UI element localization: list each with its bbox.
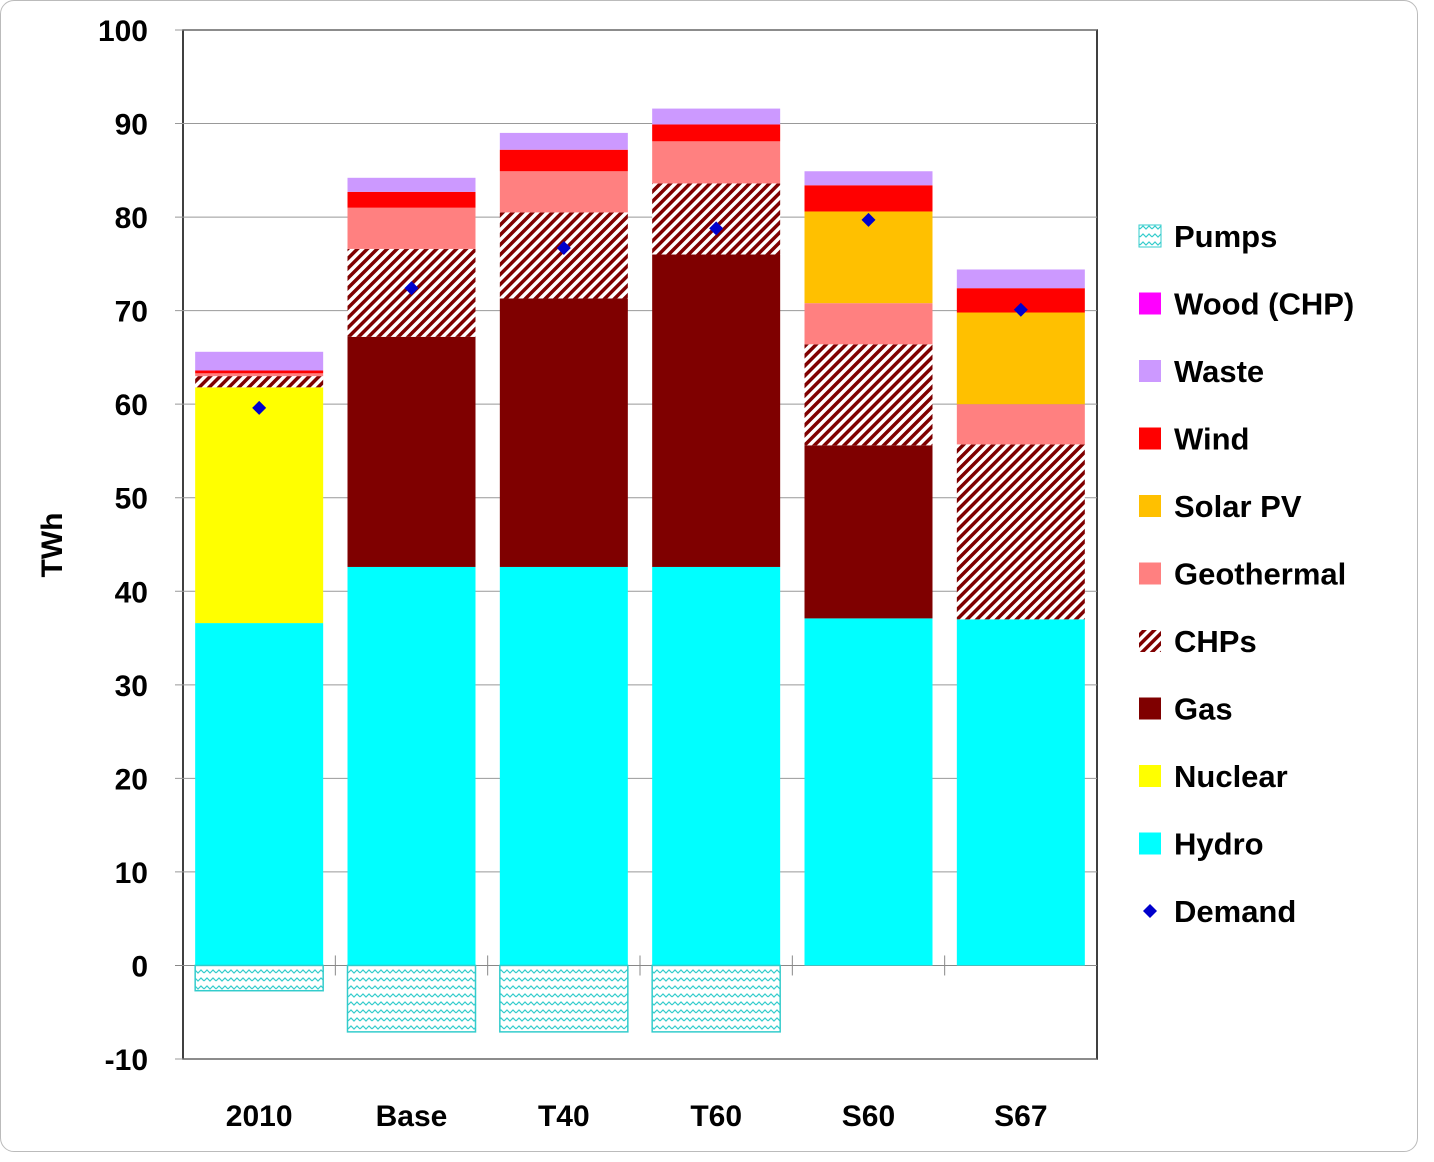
bar-segment-gas-Base	[347, 336, 476, 567]
legend-swatch	[1139, 360, 1161, 382]
bar-segment-geothermal-S67	[956, 404, 1085, 445]
y-tick-label: 20	[115, 763, 148, 796]
bar-segment-pumps-Base	[346, 964, 477, 1033]
bar-segment-geothermal-T40	[499, 171, 628, 213]
legend-item-demand: Demand	[1143, 894, 1296, 929]
bar-segment-waste-S60	[804, 171, 933, 186]
legend-label: Pumps	[1174, 219, 1277, 254]
legend-label: Wind	[1174, 422, 1249, 457]
legend-label: Gas	[1174, 692, 1233, 727]
legend-swatch	[1139, 765, 1161, 787]
y-tick-label: 40	[115, 576, 148, 609]
legend-label: Geothermal	[1174, 557, 1346, 592]
bar-segment-waste-Base	[347, 177, 476, 192]
bar-segment-pumps-T60	[651, 964, 781, 1033]
bar-segment-geothermal-T60	[652, 141, 781, 184]
legend-label: CHPs	[1174, 624, 1257, 659]
legend-swatch	[1138, 224, 1162, 248]
bar-segment-gas-S60	[804, 445, 933, 619]
y-tick-label: 0	[131, 950, 148, 983]
legend-item-gas: Gas	[1139, 692, 1233, 727]
legend-label: Hydro	[1174, 827, 1264, 862]
y-axis-label: TWh	[36, 513, 69, 578]
bar-segment-solar-pv-S67	[956, 312, 1085, 405]
y-tick-label: 90	[115, 109, 148, 142]
bar-segment-geothermal-S60	[804, 303, 933, 345]
legend-swatch	[1139, 292, 1161, 315]
legend-item-pumps: Pumps	[1138, 219, 1277, 254]
x-tick-label: T60	[690, 1100, 742, 1133]
demand-marker-T60	[709, 221, 724, 236]
bar-segment-pumps-T40	[499, 964, 629, 1033]
bar-segment-hydro-S60	[804, 618, 933, 966]
bar-segment-chps-S60	[804, 344, 933, 446]
bar-segment-waste-T60	[652, 108, 781, 125]
legend-swatch	[1139, 562, 1161, 585]
bar-segment-geothermal-Base	[347, 207, 476, 249]
y-tick-label: 70	[115, 296, 148, 329]
legend-swatch	[1139, 495, 1161, 517]
bar-segment-chps-2010	[195, 376, 324, 388]
x-tick-label: 2010	[226, 1100, 293, 1133]
legend-diamond-icon	[1143, 904, 1157, 918]
legend-item-hydro: Hydro	[1139, 827, 1264, 862]
y-tick-label: 80	[115, 202, 148, 235]
y-tick-label: 50	[115, 483, 148, 516]
bar-segment-hydro-Base	[347, 566, 476, 966]
demand-marker-2010	[252, 400, 267, 415]
demand-marker-S60	[861, 212, 876, 227]
y-tick-label: 100	[98, 15, 148, 48]
x-tick-label: S67	[994, 1100, 1047, 1133]
bar-segment-wind-Base	[347, 191, 476, 208]
demand-marker-T40	[556, 240, 571, 255]
bar-segment-gas-T60	[652, 254, 781, 567]
legend-item-chps: CHPs	[1139, 624, 1257, 659]
x-tick-label: S60	[842, 1100, 895, 1133]
bar-segment-chps-S67	[956, 444, 1085, 620]
legend-swatch	[1139, 630, 1161, 652]
legend-label: Nuclear	[1174, 759, 1288, 794]
legend-item-wood-chp-: Wood (CHP)	[1139, 287, 1354, 322]
plot-area	[182, 29, 1098, 1060]
bar-segment-pumps-2010	[194, 964, 324, 992]
y-tick-label: 30	[115, 670, 148, 703]
bar-segment-waste-T40	[499, 132, 628, 150]
bar-segment-hydro-S67	[956, 619, 1085, 966]
legend-item-waste: Waste	[1139, 354, 1264, 389]
bar-segment-geothermal-2010	[195, 373, 324, 377]
legend-item-solar-pv: Solar PV	[1139, 489, 1302, 524]
y-tick-label: -10	[105, 1044, 148, 1077]
legend-item-nuclear: Nuclear	[1139, 759, 1288, 794]
bar-segment-waste-2010	[195, 351, 324, 371]
y-tick-label: 10	[115, 857, 148, 890]
legend-label: Wood (CHP)	[1174, 287, 1354, 322]
bar-segment-wind-T60	[652, 124, 781, 142]
y-tick-label: 60	[115, 389, 148, 422]
legend-item-geothermal: Geothermal	[1139, 557, 1346, 592]
bar-segment-gas-T40	[499, 298, 628, 567]
legend-swatch	[1139, 697, 1161, 720]
legend-item-wind: Wind	[1139, 422, 1249, 457]
legend-label: Demand	[1174, 894, 1296, 929]
bar-segment-hydro-T60	[652, 566, 781, 966]
x-tick-label: Base	[376, 1100, 448, 1133]
x-tick-label: T40	[538, 1100, 590, 1133]
legend-label: Solar PV	[1174, 489, 1302, 524]
bar-segment-wind-2010	[195, 370, 324, 374]
bar-segment-hydro-2010	[195, 623, 324, 966]
legend-label: Waste	[1174, 354, 1264, 389]
legend-swatch	[1139, 427, 1161, 450]
bar-segment-hydro-T40	[499, 566, 628, 966]
demand-marker-S67	[1013, 302, 1028, 317]
bar-segment-wind-T40	[499, 149, 628, 172]
bar-segment-nuclear-2010	[195, 387, 324, 624]
bar-segment-chps-T60	[652, 183, 781, 255]
bar-segment-waste-S67	[956, 269, 1085, 289]
legend-swatch	[1139, 832, 1161, 855]
demand-marker-Base	[404, 281, 419, 296]
bar-segment-wind-S60	[804, 185, 933, 212]
bar-segment-chps-T40	[499, 212, 628, 299]
